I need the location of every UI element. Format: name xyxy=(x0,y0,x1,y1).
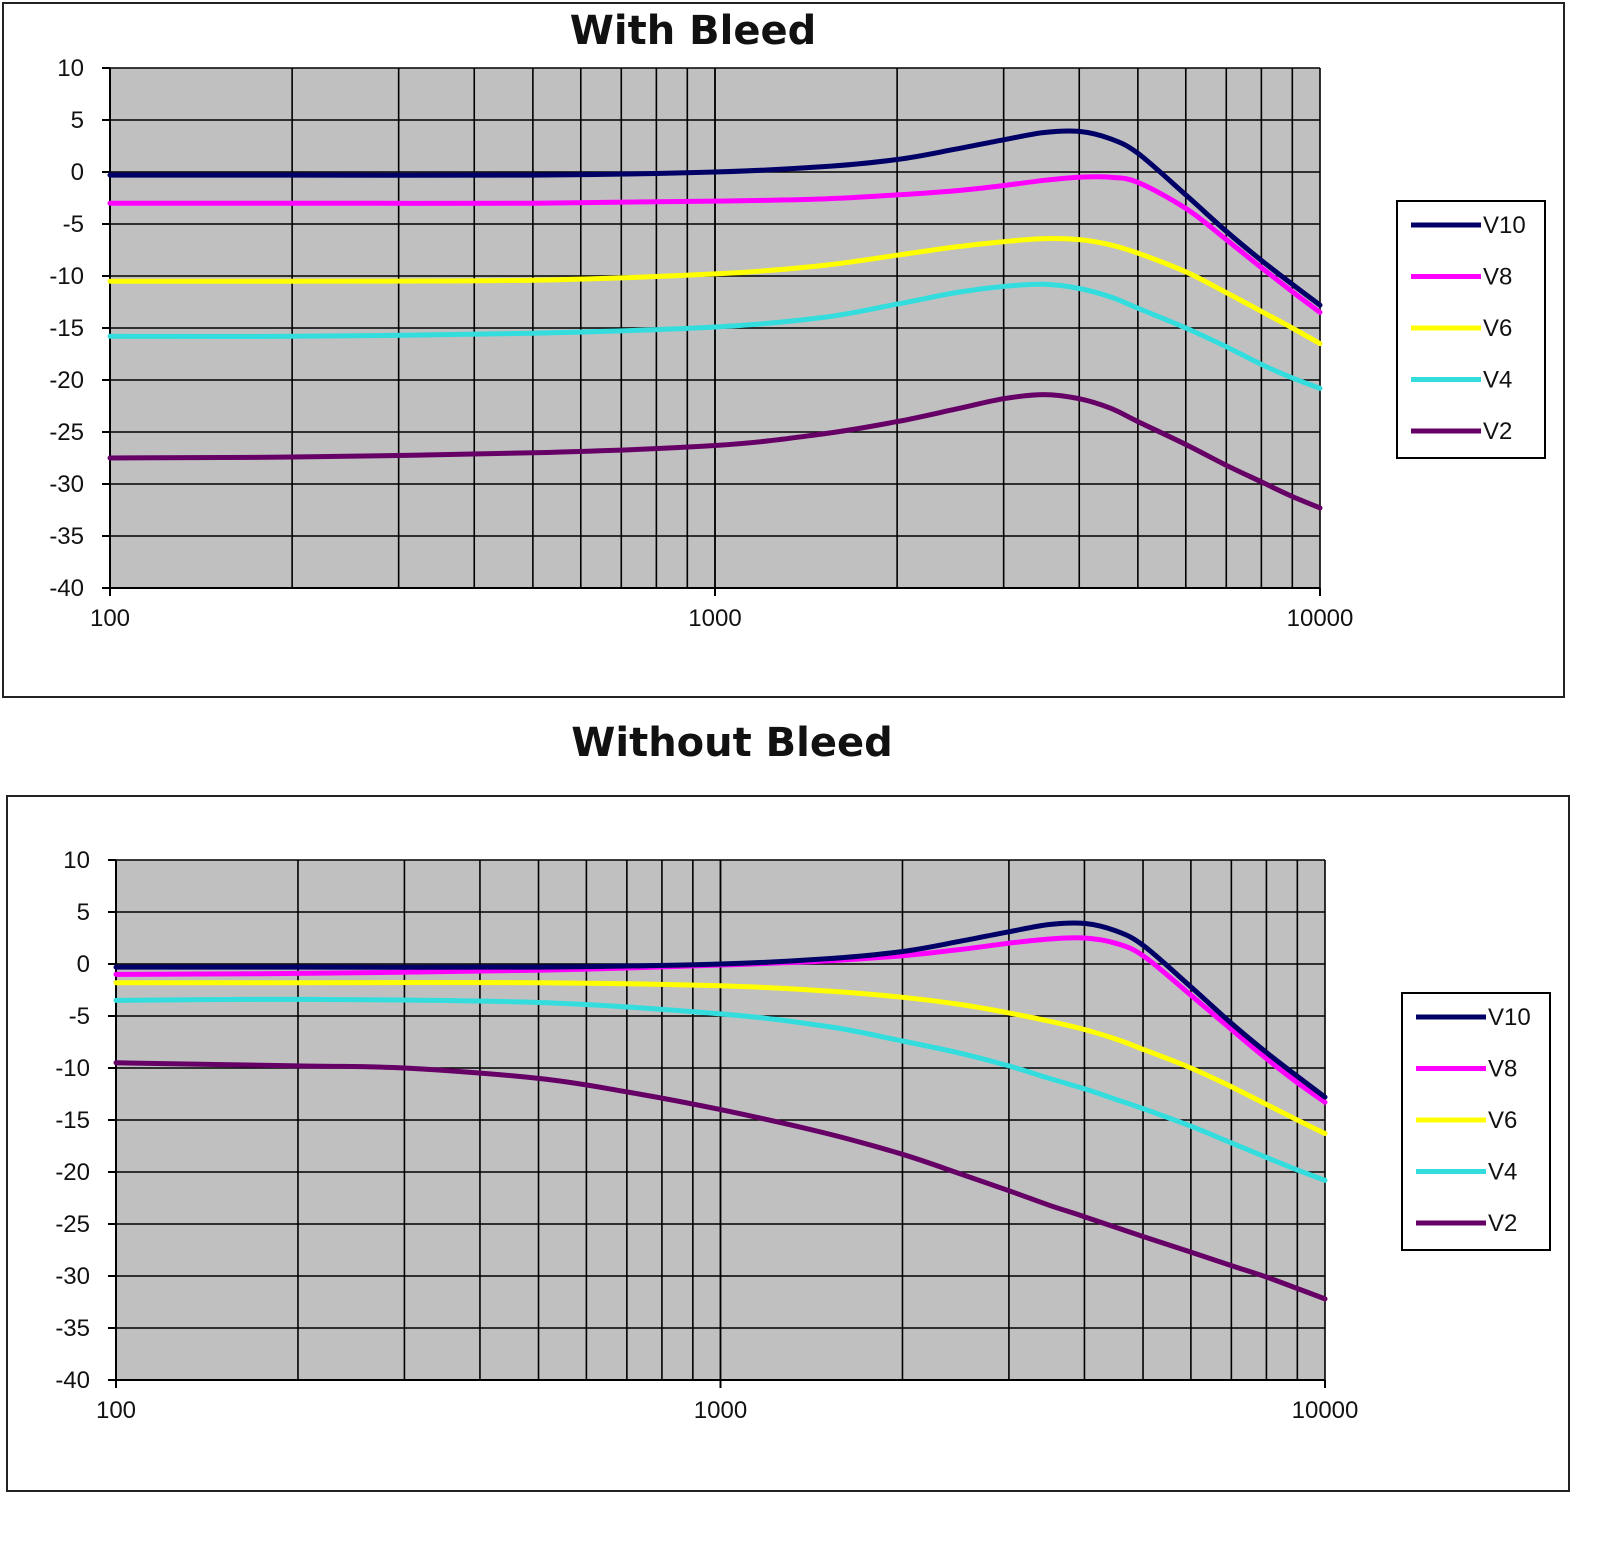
series-line-v6 xyxy=(113,979,1328,1136)
y-tick-label: 5 xyxy=(71,107,84,134)
series-line-v6 xyxy=(107,235,1323,347)
legend: V10 V8 V6 V4 V2 xyxy=(1401,992,1551,1251)
chart-title-without-bleed: Without Bleed xyxy=(571,720,893,766)
legend-label-v8: V8 xyxy=(1483,264,1512,291)
y-tick-label: -5 xyxy=(69,1003,90,1030)
x-tick-label: 100 xyxy=(90,605,130,632)
legend-label-v8: V8 xyxy=(1488,1056,1517,1083)
legend-label-v2: V2 xyxy=(1488,1210,1517,1237)
y-tick-label: -20 xyxy=(55,1159,90,1186)
legend-label-v6: V6 xyxy=(1488,1107,1517,1134)
y-tick-label: -25 xyxy=(49,419,84,446)
series-line-v10 xyxy=(107,128,1323,308)
legend: V10 V8 V6 V4 V2 xyxy=(1396,200,1546,459)
y-tick-label: -5 xyxy=(63,211,84,238)
legend-label-v10: V10 xyxy=(1483,212,1526,239)
x-tick-label: 10000 xyxy=(1287,605,1354,632)
series-line-v8 xyxy=(107,174,1323,315)
y-tick-label: -25 xyxy=(55,1211,90,1238)
y-tick-label: 0 xyxy=(71,159,84,186)
series-line-v4 xyxy=(107,281,1323,391)
x-tick-label: 100 xyxy=(96,1397,136,1424)
x-tick-label: 10000 xyxy=(1292,1397,1359,1424)
y-tick-label: 10 xyxy=(63,847,90,874)
y-tick-label: -15 xyxy=(49,315,84,342)
y-tick-label: -35 xyxy=(49,523,84,550)
y-tick-label: -10 xyxy=(49,263,84,290)
y-tick-label: -30 xyxy=(49,471,84,498)
legend-label-v4: V4 xyxy=(1483,367,1512,394)
y-tick-label: -15 xyxy=(55,1107,90,1134)
y-tick-label: -40 xyxy=(55,1367,90,1394)
x-tick-label: 1000 xyxy=(688,605,741,632)
y-tick-label: -10 xyxy=(55,1055,90,1082)
series-line-v4 xyxy=(113,996,1328,1183)
y-tick-label: -35 xyxy=(55,1315,90,1342)
series-line-v2 xyxy=(107,392,1323,511)
series-line-v10 xyxy=(113,920,1328,1100)
series-line-v8 xyxy=(113,935,1328,1105)
x-tick-label: 1000 xyxy=(694,1397,747,1424)
y-tick-label: 5 xyxy=(77,899,90,926)
y-tick-label: -40 xyxy=(49,575,84,602)
y-tick-label: 0 xyxy=(77,951,90,978)
series-line-v2 xyxy=(113,1060,1328,1302)
chart-title-with-bleed: With Bleed xyxy=(569,8,817,54)
legend-label-v10: V10 xyxy=(1488,1004,1531,1031)
y-tick-label: -30 xyxy=(55,1263,90,1290)
legend-label-v4: V4 xyxy=(1488,1159,1517,1186)
legend-label-v2: V2 xyxy=(1483,418,1512,445)
y-tick-label: 10 xyxy=(57,55,84,82)
legend-label-v6: V6 xyxy=(1483,315,1512,342)
y-tick-label: -20 xyxy=(49,367,84,394)
